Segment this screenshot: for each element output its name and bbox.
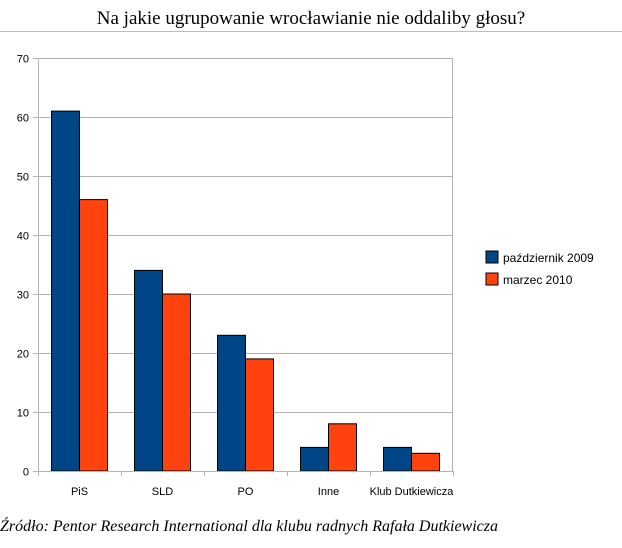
bar-inne-series-2 [328, 423, 357, 472]
bar-po-series-1 [217, 334, 246, 472]
y-tick-label-0: 0 [23, 467, 29, 479]
bar-klub-dutkiewicza-series-2 [411, 452, 440, 472]
chart-title: Na jakie ugrupowanie wrocławianie nie od… [96, 8, 526, 29]
x-tick-label-0: PiS [71, 486, 88, 498]
y-tick-label-5: 50 [17, 172, 29, 184]
bar-sld-series-1 [134, 269, 163, 472]
y-tick-label-6: 60 [17, 113, 29, 125]
x-tick-label-3: Inne [318, 486, 339, 498]
bar-pis-series-2 [79, 199, 108, 472]
title-divider [0, 31, 622, 32]
bar-chart: 0 10 20 30 40 50 60 70 PiS SLD PO Inne Klub Dutkiewi… [17, 54, 594, 499]
y-tick-label-4: 40 [17, 231, 29, 243]
bar-sld-series-2 [162, 293, 191, 472]
bar-pis-series-1 [51, 110, 80, 472]
x-tick-label-4: Klub Dutkiewicza [370, 486, 455, 498]
y-tick-label-3: 30 [17, 290, 29, 302]
x-tick-label-2: PO [238, 486, 254, 498]
bar-inne-series-1 [300, 446, 329, 472]
legend-label-2: marzec 2010 [503, 273, 573, 287]
y-tick-label-1: 10 [17, 408, 29, 420]
legend-swatch-1 [485, 250, 499, 264]
y-tick-label-7: 70 [17, 54, 29, 66]
legend-label-1: październik 2009 [503, 251, 594, 265]
source-note: Źródło: Pentor Research International dl… [0, 518, 498, 535]
bar-klub-dutkiewicza-series-1 [383, 446, 412, 472]
x-tick-label-1: SLD [152, 486, 173, 498]
bar-po-series-2 [245, 358, 274, 472]
y-tick-label-2: 20 [17, 349, 29, 361]
legend-swatch-2 [485, 272, 499, 286]
